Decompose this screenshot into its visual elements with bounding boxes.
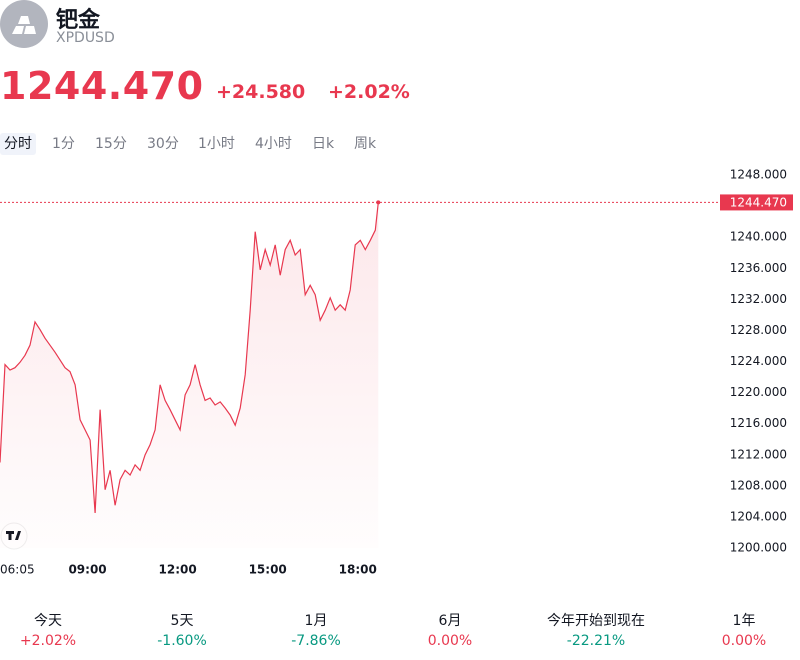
y-tick-label: 1220.000: [730, 385, 787, 399]
price: 1244.470: [0, 64, 204, 108]
tab[interactable]: 周k: [354, 136, 377, 152]
x-tick-label: 06:05: [0, 563, 35, 577]
symbol: XPDUSD: [56, 30, 115, 46]
last-price-badge: [720, 194, 793, 211]
y-tick-label: 1248.000: [730, 168, 787, 182]
chart: 1200.000 1204.000 1208.000 1212.000 1216.000…: [0, 168, 793, 577]
performance-label: 今年开始到现在: [547, 613, 645, 629]
performance-item[interactable]: 5天 -1.60%: [112, 610, 252, 649]
tab[interactable]: 15分: [95, 136, 127, 152]
x-tick-label: 12:00: [159, 563, 197, 577]
performance-item[interactable]: 6月 0.00%: [380, 610, 520, 649]
area: [0, 202, 379, 548]
price-change: +24.580: [216, 81, 306, 103]
performance-label: 6月: [438, 613, 462, 629]
performance-value: +2.02%: [19, 633, 77, 649]
y-tick-label: 1216.000: [730, 416, 787, 430]
y-tick-label: 1236.000: [730, 261, 787, 275]
last-price-dot: [376, 200, 381, 205]
performance-label: 1年: [732, 613, 756, 629]
performance-value: -7.86%: [291, 633, 341, 649]
performance-value: 0.00%: [721, 633, 767, 649]
performance-item[interactable]: 今天 +2.02%: [0, 610, 118, 649]
performance-value: 0.00%: [427, 633, 473, 649]
performance-value: -1.60%: [157, 633, 207, 649]
y-tick-label: 1204.000: [730, 509, 787, 523]
price-line: [0, 202, 379, 514]
y-tick-label: 1208.000: [730, 478, 787, 492]
y-tick-label: 1240.000: [730, 230, 787, 244]
performance-value: -22.21%: [566, 633, 626, 649]
tab[interactable]: 4小时: [255, 136, 292, 152]
performance-item[interactable]: 1年 0.00%: [674, 610, 800, 649]
price-change-percent: +2.02%: [328, 81, 410, 103]
tab[interactable]: 分时: [0, 133, 36, 155]
performance-label: 今天: [34, 613, 62, 629]
tab[interactable]: 30分: [147, 136, 179, 152]
performance-label: 5天: [170, 613, 194, 629]
title: 钯金: [56, 8, 101, 33]
y-tick-label: 1228.000: [730, 323, 787, 337]
tab[interactable]: 1分: [52, 136, 75, 152]
y-tick-label: 1212.000: [730, 447, 787, 461]
performance-item[interactable]: 今年开始到现在 -22.21%: [526, 610, 666, 649]
y-tick-label: 1232.000: [730, 292, 787, 306]
y-tick-label: 1224.000: [730, 354, 787, 368]
symbol-icon: [0, 0, 48, 48]
performance-label: 1月: [304, 613, 328, 629]
tab[interactable]: 1小时: [198, 136, 235, 152]
y-tick-label: 1200.000: [730, 541, 787, 555]
x-tick-label: 18:00: [339, 563, 377, 577]
last-price-label: 1244.470: [730, 195, 787, 209]
performance-item[interactable]: 1月 -7.86%: [246, 610, 386, 649]
tab[interactable]: 日k: [312, 136, 335, 152]
x-tick-label: 15:00: [249, 563, 287, 577]
x-tick-label: 09:00: [68, 563, 106, 577]
